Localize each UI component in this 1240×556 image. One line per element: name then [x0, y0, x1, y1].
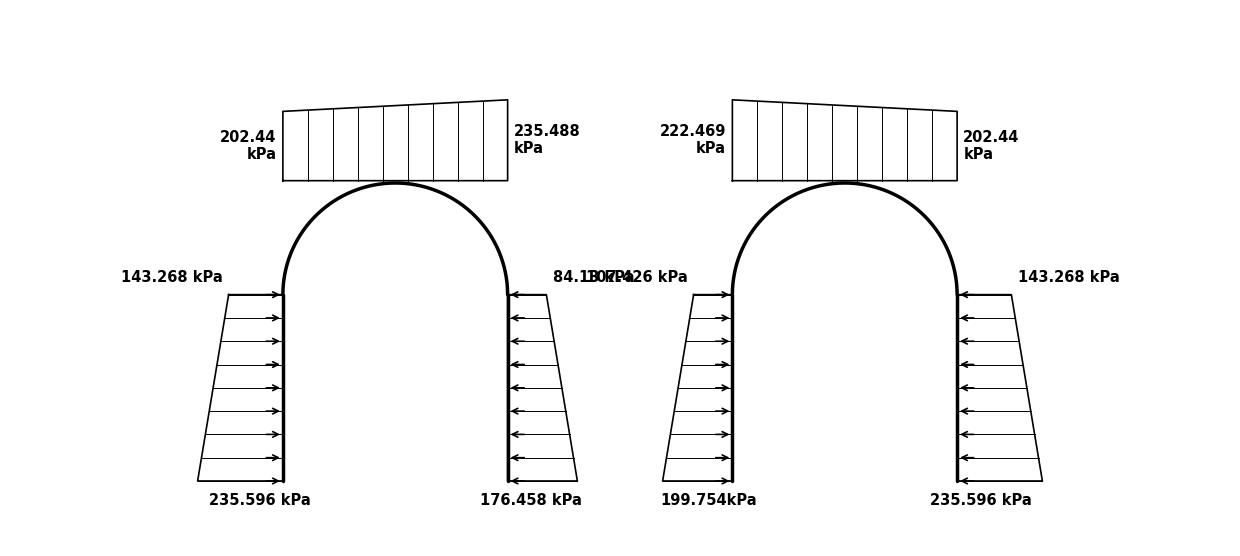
Text: 202.44
kPa: 202.44 kPa	[221, 130, 277, 162]
Text: 202.44
kPa: 202.44 kPa	[963, 130, 1019, 162]
Text: 107.426 kPa: 107.426 kPa	[585, 270, 687, 285]
Text: 199.754kPa: 199.754kPa	[661, 493, 758, 508]
Text: 235.596 kPa: 235.596 kPa	[208, 493, 310, 508]
Text: 143.268 kPa: 143.268 kPa	[120, 270, 222, 285]
Text: 235.596 kPa: 235.596 kPa	[930, 493, 1032, 508]
Text: 176.458 kPa: 176.458 kPa	[480, 493, 582, 508]
Text: 84.13 kPa: 84.13 kPa	[553, 270, 634, 285]
Text: 222.469
kPa: 222.469 kPa	[660, 124, 727, 156]
Text: 235.488
kPa: 235.488 kPa	[513, 124, 580, 156]
Text: 143.268 kPa: 143.268 kPa	[1018, 270, 1120, 285]
